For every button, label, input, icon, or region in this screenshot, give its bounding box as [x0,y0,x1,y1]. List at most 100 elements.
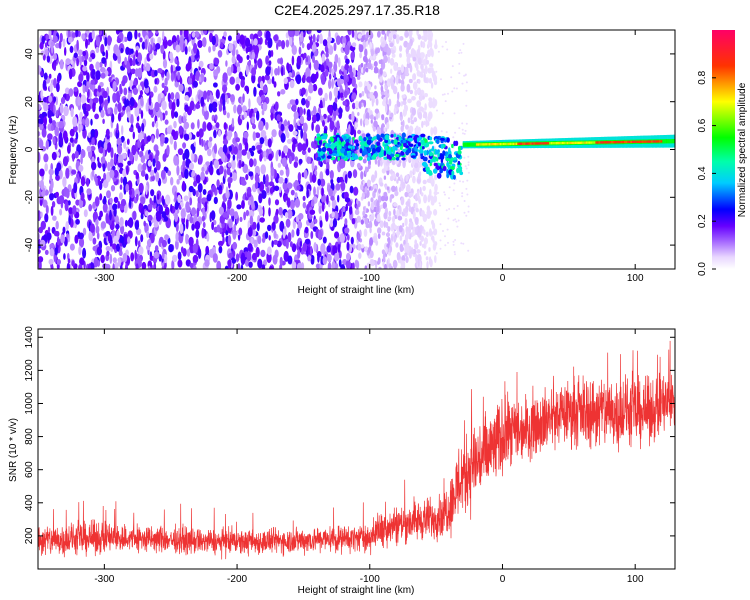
heatmap-cell [268,60,272,66]
heatmap-cell [297,220,303,229]
heatmap-cell [454,218,457,221]
heatmap-cell [408,192,414,198]
heatmap-cell [460,242,463,245]
heatmap-cell [270,112,274,121]
heatmap-cell [103,195,107,204]
heatmap-cell [130,68,136,75]
heatmap-cell [423,194,428,204]
heatmap-cell [405,231,410,240]
heatmap-cell [202,207,205,216]
heatmap-cell [547,142,550,145]
heatmap-cell [560,141,562,145]
heatmap-cell [668,139,670,144]
y-tick-label: 20 [24,96,35,108]
heatmap-cell [167,92,171,103]
heatmap-cell [406,184,411,193]
heatmap-cell [614,141,617,144]
heatmap-cell [265,30,271,41]
heatmap-cell [347,152,352,158]
heatmap-cell [316,30,322,34]
heatmap-cell [270,166,275,177]
heatmap-cell [148,107,153,115]
heatmap-cell [401,157,406,161]
heatmap-cell [360,67,364,74]
heatmap-cell [406,56,411,65]
heatmap-cell [190,72,193,79]
heatmap-cell [92,102,96,113]
heatmap-cell [546,142,548,145]
heatmap-cell [222,139,229,145]
heatmap-cell [98,95,104,104]
heatmap-cell [462,42,465,45]
heatmap-cell [299,115,305,125]
heatmap-cell [433,98,438,107]
heatmap-cell [112,243,117,250]
heatmap-cell [202,37,207,48]
heatmap-cell [141,83,145,91]
heatmap-cell [322,120,325,127]
heatmap-cell [193,180,198,187]
heatmap-cell [646,140,648,143]
heatmap-cell [417,34,422,40]
heatmap-cell [93,97,99,104]
heatmap-cell [434,183,438,192]
heatmap-cell [448,186,451,189]
heatmap-cell [281,157,288,168]
heatmap-cell [307,30,312,34]
heatmap-cell [85,38,88,49]
heatmap-cell [241,149,247,156]
heatmap-cell [377,159,381,168]
heatmap-cell [504,142,507,146]
heatmap-cell [264,74,270,81]
heatmap-cell [612,141,615,144]
heatmap-cell [435,138,440,145]
heatmap-cell [280,89,286,95]
heatmap-cell [213,82,218,88]
heatmap-cell [329,219,334,228]
heatmap-cell [271,129,277,138]
heatmap-cell [383,191,388,198]
heatmap-cell [301,149,307,156]
heatmap-cell [236,104,243,116]
heatmap-cell [501,142,503,146]
heatmap-cell [202,189,207,195]
y-tick-label: 40 [24,48,35,60]
heatmap-cell [66,262,71,269]
heatmap-cell [218,206,224,215]
heatmap-cell [245,64,249,76]
heatmap-cell [249,43,253,52]
heatmap-cell [595,141,597,144]
heatmap-cell [465,81,468,84]
heatmap-cell [419,93,423,102]
heatmap-cell [351,30,355,38]
heatmap-cell [549,142,551,145]
heatmap-cell [420,139,425,146]
heatmap-cell [185,201,190,212]
heatmap-cell [651,140,653,143]
heatmap-cell [43,102,49,112]
heatmap-cell [293,111,299,120]
heatmap-cell [90,145,96,152]
heatmap-cell [271,221,276,231]
heatmap-cell [512,142,515,146]
heatmap-cell [170,72,175,82]
heatmap-cell [117,154,124,165]
heatmap-cell [258,207,264,217]
heatmap-cell [159,112,163,122]
heatmap-cell [282,181,288,191]
colorbar-tick-label: 0.8 [697,70,708,84]
heatmap-cell [184,148,190,160]
heatmap-cell [420,235,424,242]
heatmap-cell [267,138,272,148]
heatmap-cell [528,142,531,145]
heatmap-cell [364,85,368,94]
heatmap-cell [89,63,94,71]
heatmap-cell [346,252,351,261]
heatmap-cell [415,63,419,72]
heatmap-cell [246,54,250,61]
heatmap-cell [213,219,217,226]
heatmap-cell [102,163,106,172]
heatmap-cell [243,111,248,119]
heatmap-cell [220,42,224,49]
spectrogram-x-axis: -300 -200 -100 0 100 [94,30,644,284]
